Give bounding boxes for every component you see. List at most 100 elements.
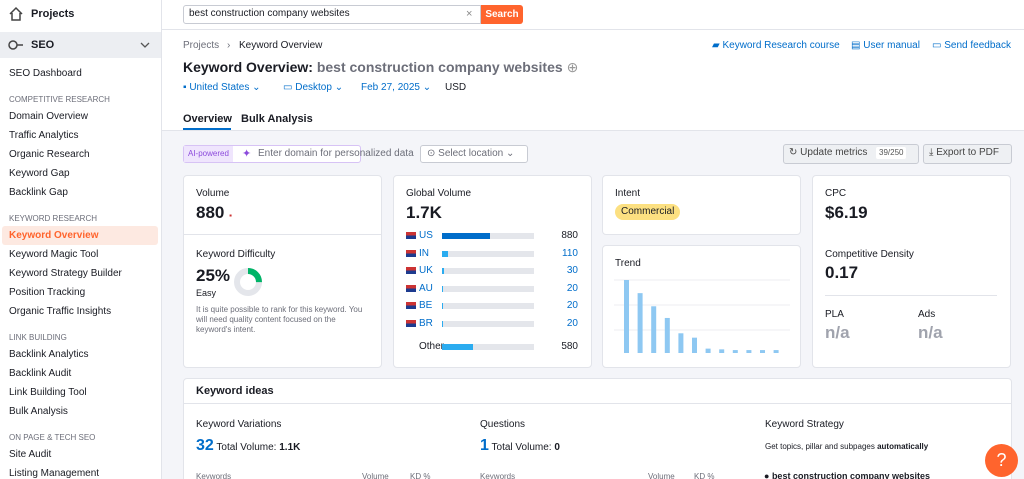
label: Volume (196, 188, 230, 199)
column-header: Keywords (480, 472, 516, 479)
divider (183, 403, 1012, 404)
trend-bar (760, 350, 765, 353)
trend-bar (705, 348, 711, 353)
bar-track (442, 285, 534, 292)
divider (825, 295, 997, 296)
bar (442, 285, 444, 292)
trend-bar (746, 350, 752, 353)
domain-placeholder: Enter domain for personalized data (258, 148, 414, 159)
column-header: Keywords (196, 472, 232, 479)
menu-item[interactable]: Keyword Strategy Builder (9, 268, 122, 279)
label: Keyword Variations (196, 419, 282, 430)
menu-item[interactable]: Backlink Audit (9, 368, 72, 379)
add-icon[interactable]: ⊕ (566, 59, 579, 75)
trend-bar (732, 350, 738, 353)
intent-badge: Commercial (615, 204, 681, 220)
label: Competitive Density (825, 249, 914, 260)
total-label: Total Volume: (491, 442, 552, 453)
menu-group-title: LINK BUILDING (9, 333, 67, 342)
menu-item[interactable]: Backlink Analytics (9, 349, 89, 360)
country-code[interactable]: US (419, 230, 433, 241)
help-link-text[interactable]: Keyword Research course (722, 40, 840, 51)
filter-date[interactable]: Feb 27, 2025 ⌄ (361, 82, 432, 93)
menu-item[interactable]: Organic Research (9, 149, 90, 160)
help-link[interactable]: ▭ Send feedback (932, 40, 1011, 51)
bar (442, 321, 444, 327)
country-code[interactable]: BE (419, 300, 433, 312)
clear-icon[interactable]: × (466, 8, 473, 20)
search-button[interactable]: Search (481, 5, 523, 24)
help-button[interactable]: ? (985, 444, 1018, 477)
count[interactable]: 1 (480, 437, 489, 454)
strategy-text: Get topics, pillar and subpages automati… (765, 439, 928, 455)
tab[interactable]: Bulk Analysis (241, 113, 313, 125)
export-button[interactable] (923, 144, 1012, 164)
help-link-text[interactable]: User manual (863, 40, 920, 51)
label: Questions (480, 419, 526, 430)
country-code[interactable]: IN (419, 247, 429, 259)
menu-item[interactable]: Domain Overview (9, 111, 88, 122)
location-text: ⊙ Select location ⌄ (427, 148, 515, 159)
filter-text[interactable]: United States (189, 82, 250, 93)
help-link[interactable]: ▤ User manual (851, 40, 920, 51)
location-select[interactable] (420, 145, 528, 163)
kd-donut (234, 268, 262, 296)
ads-value: n/a (918, 323, 943, 342)
filter-country[interactable]: ▪ United States ⌄ (183, 82, 261, 93)
menu-item[interactable]: Link Building Tool (9, 387, 87, 398)
total: 0 (554, 442, 560, 453)
menu-item[interactable]: Position Tracking (9, 287, 86, 298)
label: Ads (918, 309, 936, 320)
menu-group-title: ON PAGE & TECH SEO (9, 433, 96, 442)
menu-item[interactable]: Listing Management (9, 468, 100, 479)
location-placeholder: Select location (438, 148, 504, 159)
filter-text[interactable]: Desktop (295, 82, 332, 93)
menu-group-title: COMPETITIVE RESEARCH (9, 95, 110, 104)
menu-item[interactable]: Bulk Analysis (9, 406, 68, 417)
search-query: best construction company websites (189, 8, 350, 19)
text: Get topics, pillar and subpages (765, 442, 875, 451)
trend-bar (651, 306, 657, 353)
breadcrumb-projects[interactable]: Projects (183, 40, 220, 51)
flag (406, 267, 416, 275)
flag (406, 284, 416, 292)
bar (442, 250, 448, 257)
menu-item[interactable]: Organic Traffic Insights (9, 306, 112, 317)
country-code[interactable]: AU (419, 282, 433, 294)
label: Keyword Difficulty (196, 249, 276, 260)
seo-icon (8, 40, 23, 50)
trend-bar (773, 350, 779, 353)
menu-item[interactable]: Traffic Analytics (9, 130, 79, 141)
filter-text[interactable]: Feb 27, 2025 (361, 82, 420, 93)
help-link-text[interactable]: Send feedback (944, 40, 1011, 51)
home-icon (9, 6, 23, 21)
country-code[interactable]: BR (419, 318, 433, 329)
help-link[interactable]: ▰ Keyword Research course (712, 40, 840, 51)
count[interactable]: 32 (196, 437, 214, 454)
update-text: Update metrics (800, 147, 868, 158)
title-keyword: best construction company websites (316, 59, 563, 75)
seo-section[interactable] (0, 32, 161, 58)
kd-note: It is quite possible to rank for this ke… (196, 305, 363, 334)
breadcrumb-separator: › (227, 40, 231, 51)
menu-item[interactable]: Keyword Overview (9, 230, 99, 241)
value: 880 (196, 203, 225, 222)
export-label: ⤓ Export to PDF (929, 147, 1000, 158)
trend-bar (692, 337, 697, 353)
menu-item[interactable]: SEO Dashboard (9, 68, 82, 79)
country-value: 20 (566, 300, 578, 312)
menu-item[interactable]: Backlink Gap (9, 187, 68, 198)
cpc-card (812, 175, 1011, 368)
country-code: Other (419, 341, 445, 352)
menu-item[interactable]: Keyword Gap (9, 168, 70, 179)
search-input[interactable] (183, 5, 481, 24)
tab-active[interactable]: Overview (183, 113, 232, 125)
menu-item[interactable]: Keyword Magic Tool (9, 249, 99, 260)
projects-link[interactable]: Projects (31, 8, 75, 20)
menu-item[interactable]: Site Audit (9, 449, 52, 460)
menu-active-bg (2, 226, 158, 245)
filter-device[interactable]: ▭ Desktop ⌄ (283, 82, 344, 93)
label: Global Volume (406, 188, 472, 199)
country-code[interactable]: UK (419, 265, 433, 277)
